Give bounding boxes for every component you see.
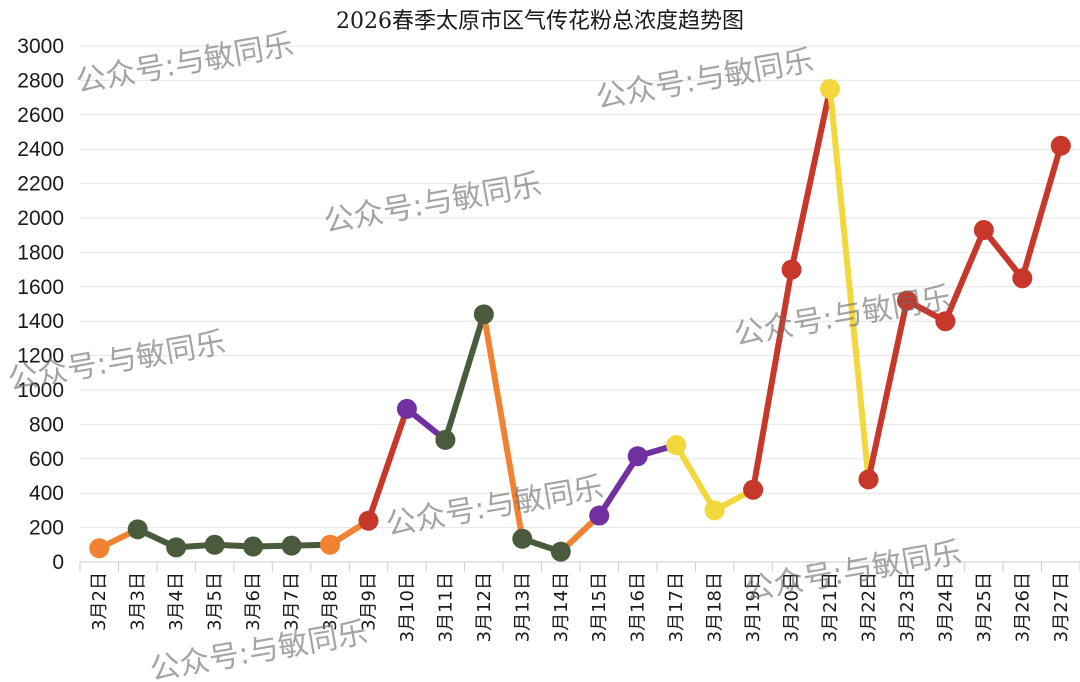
series-segment	[750, 266, 795, 493]
data-point	[127, 519, 148, 540]
x-tick-label: 3月18日	[705, 572, 726, 642]
data-point	[820, 79, 840, 99]
y-tick-label: 0	[52, 551, 64, 574]
x-tick-label: 3月26日	[1012, 572, 1033, 642]
y-axis-ticks: 0 200 400 600 800 1000 1200 1400 1600 1800 2000 220…	[17, 35, 64, 574]
data-point	[743, 479, 764, 500]
data-point	[973, 220, 994, 241]
x-tick-label: 3月20日	[782, 572, 803, 642]
y-tick-label: 600	[29, 448, 64, 471]
series-segment	[942, 227, 987, 325]
data-point	[358, 510, 379, 531]
watermark-text: 公众号:与敏同乐	[593, 43, 816, 116]
data-point	[512, 528, 533, 549]
x-tick-label: 3月17日	[666, 572, 687, 642]
x-tick-label: 3月5日	[205, 572, 226, 631]
y-tick-label: 2000	[17, 207, 64, 230]
watermark-text: 公众号:与敏同乐	[383, 470, 606, 543]
series-segment	[365, 405, 410, 524]
data-point	[666, 435, 687, 456]
x-axis-ticks: 3月2日 3月3日 3月4日 3月5日 3月6日 3月7日 3月8日 3月9日 3月10日 3月1…	[79, 562, 1080, 642]
data-point	[589, 505, 610, 526]
data-point	[320, 534, 340, 555]
series-segment	[480, 311, 526, 542]
data-point	[435, 429, 456, 450]
x-tick-label: 3月27日	[1051, 572, 1072, 642]
y-tick-label: 2600	[17, 104, 64, 127]
data-point	[243, 536, 264, 557]
x-tick-label: 3月22日	[858, 572, 879, 642]
series-points	[89, 79, 1071, 562]
data-point	[896, 290, 917, 311]
watermark-text: 公众号:与敏同乐	[73, 27, 296, 100]
data-point	[550, 541, 571, 562]
series-segment	[596, 453, 641, 519]
data-point	[473, 304, 494, 325]
data-point	[781, 259, 802, 280]
y-tick-label: 800	[29, 413, 64, 436]
data-point	[89, 538, 110, 559]
x-tick-label: 3月4日	[166, 572, 187, 631]
y-tick-label: 1200	[17, 345, 64, 368]
data-point	[1050, 135, 1071, 156]
x-tick-label: 3月11日	[435, 572, 456, 642]
data-point	[396, 398, 417, 419]
y-tick-label: 3000	[17, 35, 64, 58]
x-tick-label: 3月10日	[397, 572, 418, 642]
data-point	[166, 537, 187, 558]
y-tick-label: 200	[29, 517, 64, 540]
data-point	[935, 311, 956, 332]
chart-title: 2026春季太原市区气传花粉总浓度趋势图	[336, 9, 744, 34]
x-tick-label: 3月25日	[974, 572, 995, 642]
series-segment	[865, 297, 910, 483]
series-segment	[673, 442, 718, 514]
x-tick-label: 3月13日	[512, 572, 533, 642]
y-tick-label: 2400	[17, 138, 64, 161]
data-point	[627, 446, 648, 467]
data-point	[704, 500, 725, 521]
data-point	[204, 534, 225, 555]
x-tick-label: 3月24日	[935, 572, 956, 642]
watermark-text: 公众号:与敏同乐	[731, 280, 954, 353]
series-segment	[980, 227, 1026, 282]
y-tick-label: 1600	[17, 276, 64, 299]
watermark-text: 公众号:与敏同乐	[741, 535, 964, 608]
x-tick-label: 3月8日	[320, 572, 341, 631]
data-point	[858, 469, 879, 490]
watermark-text: 公众号:与敏同乐	[321, 167, 544, 240]
x-tick-label: 3月15日	[589, 572, 610, 642]
y-tick-label: 1400	[17, 310, 64, 333]
x-tick-label: 3月12日	[474, 572, 495, 642]
x-tick-label: 3月2日	[89, 572, 110, 631]
watermark-text: 公众号:与敏同乐	[5, 325, 228, 398]
grid-lines	[80, 45, 1080, 563]
y-tick-label: 2200	[17, 173, 64, 196]
series-segment	[442, 311, 487, 443]
series-segment	[788, 86, 833, 273]
x-tick-label: 3月14日	[551, 572, 572, 642]
y-tick-label: 400	[29, 482, 64, 505]
x-tick-label: 3月19日	[743, 572, 764, 642]
series-segment	[827, 86, 872, 483]
series-segment	[1019, 142, 1064, 282]
x-tick-label: 3月7日	[282, 572, 303, 631]
x-tick-label: 3月6日	[243, 572, 264, 631]
x-tick-label: 3月21日	[820, 572, 841, 642]
y-tick-label: 1800	[17, 241, 64, 264]
data-point	[1012, 268, 1033, 289]
y-tick-label: 2800	[17, 69, 64, 92]
data-point	[281, 535, 302, 556]
x-tick-label: 3月3日	[128, 572, 149, 631]
x-tick-label: 3月23日	[897, 572, 918, 642]
x-tick-label: 3月16日	[628, 572, 649, 642]
y-tick-label: 1000	[17, 379, 64, 402]
x-tick-label: 3月9日	[358, 572, 379, 631]
